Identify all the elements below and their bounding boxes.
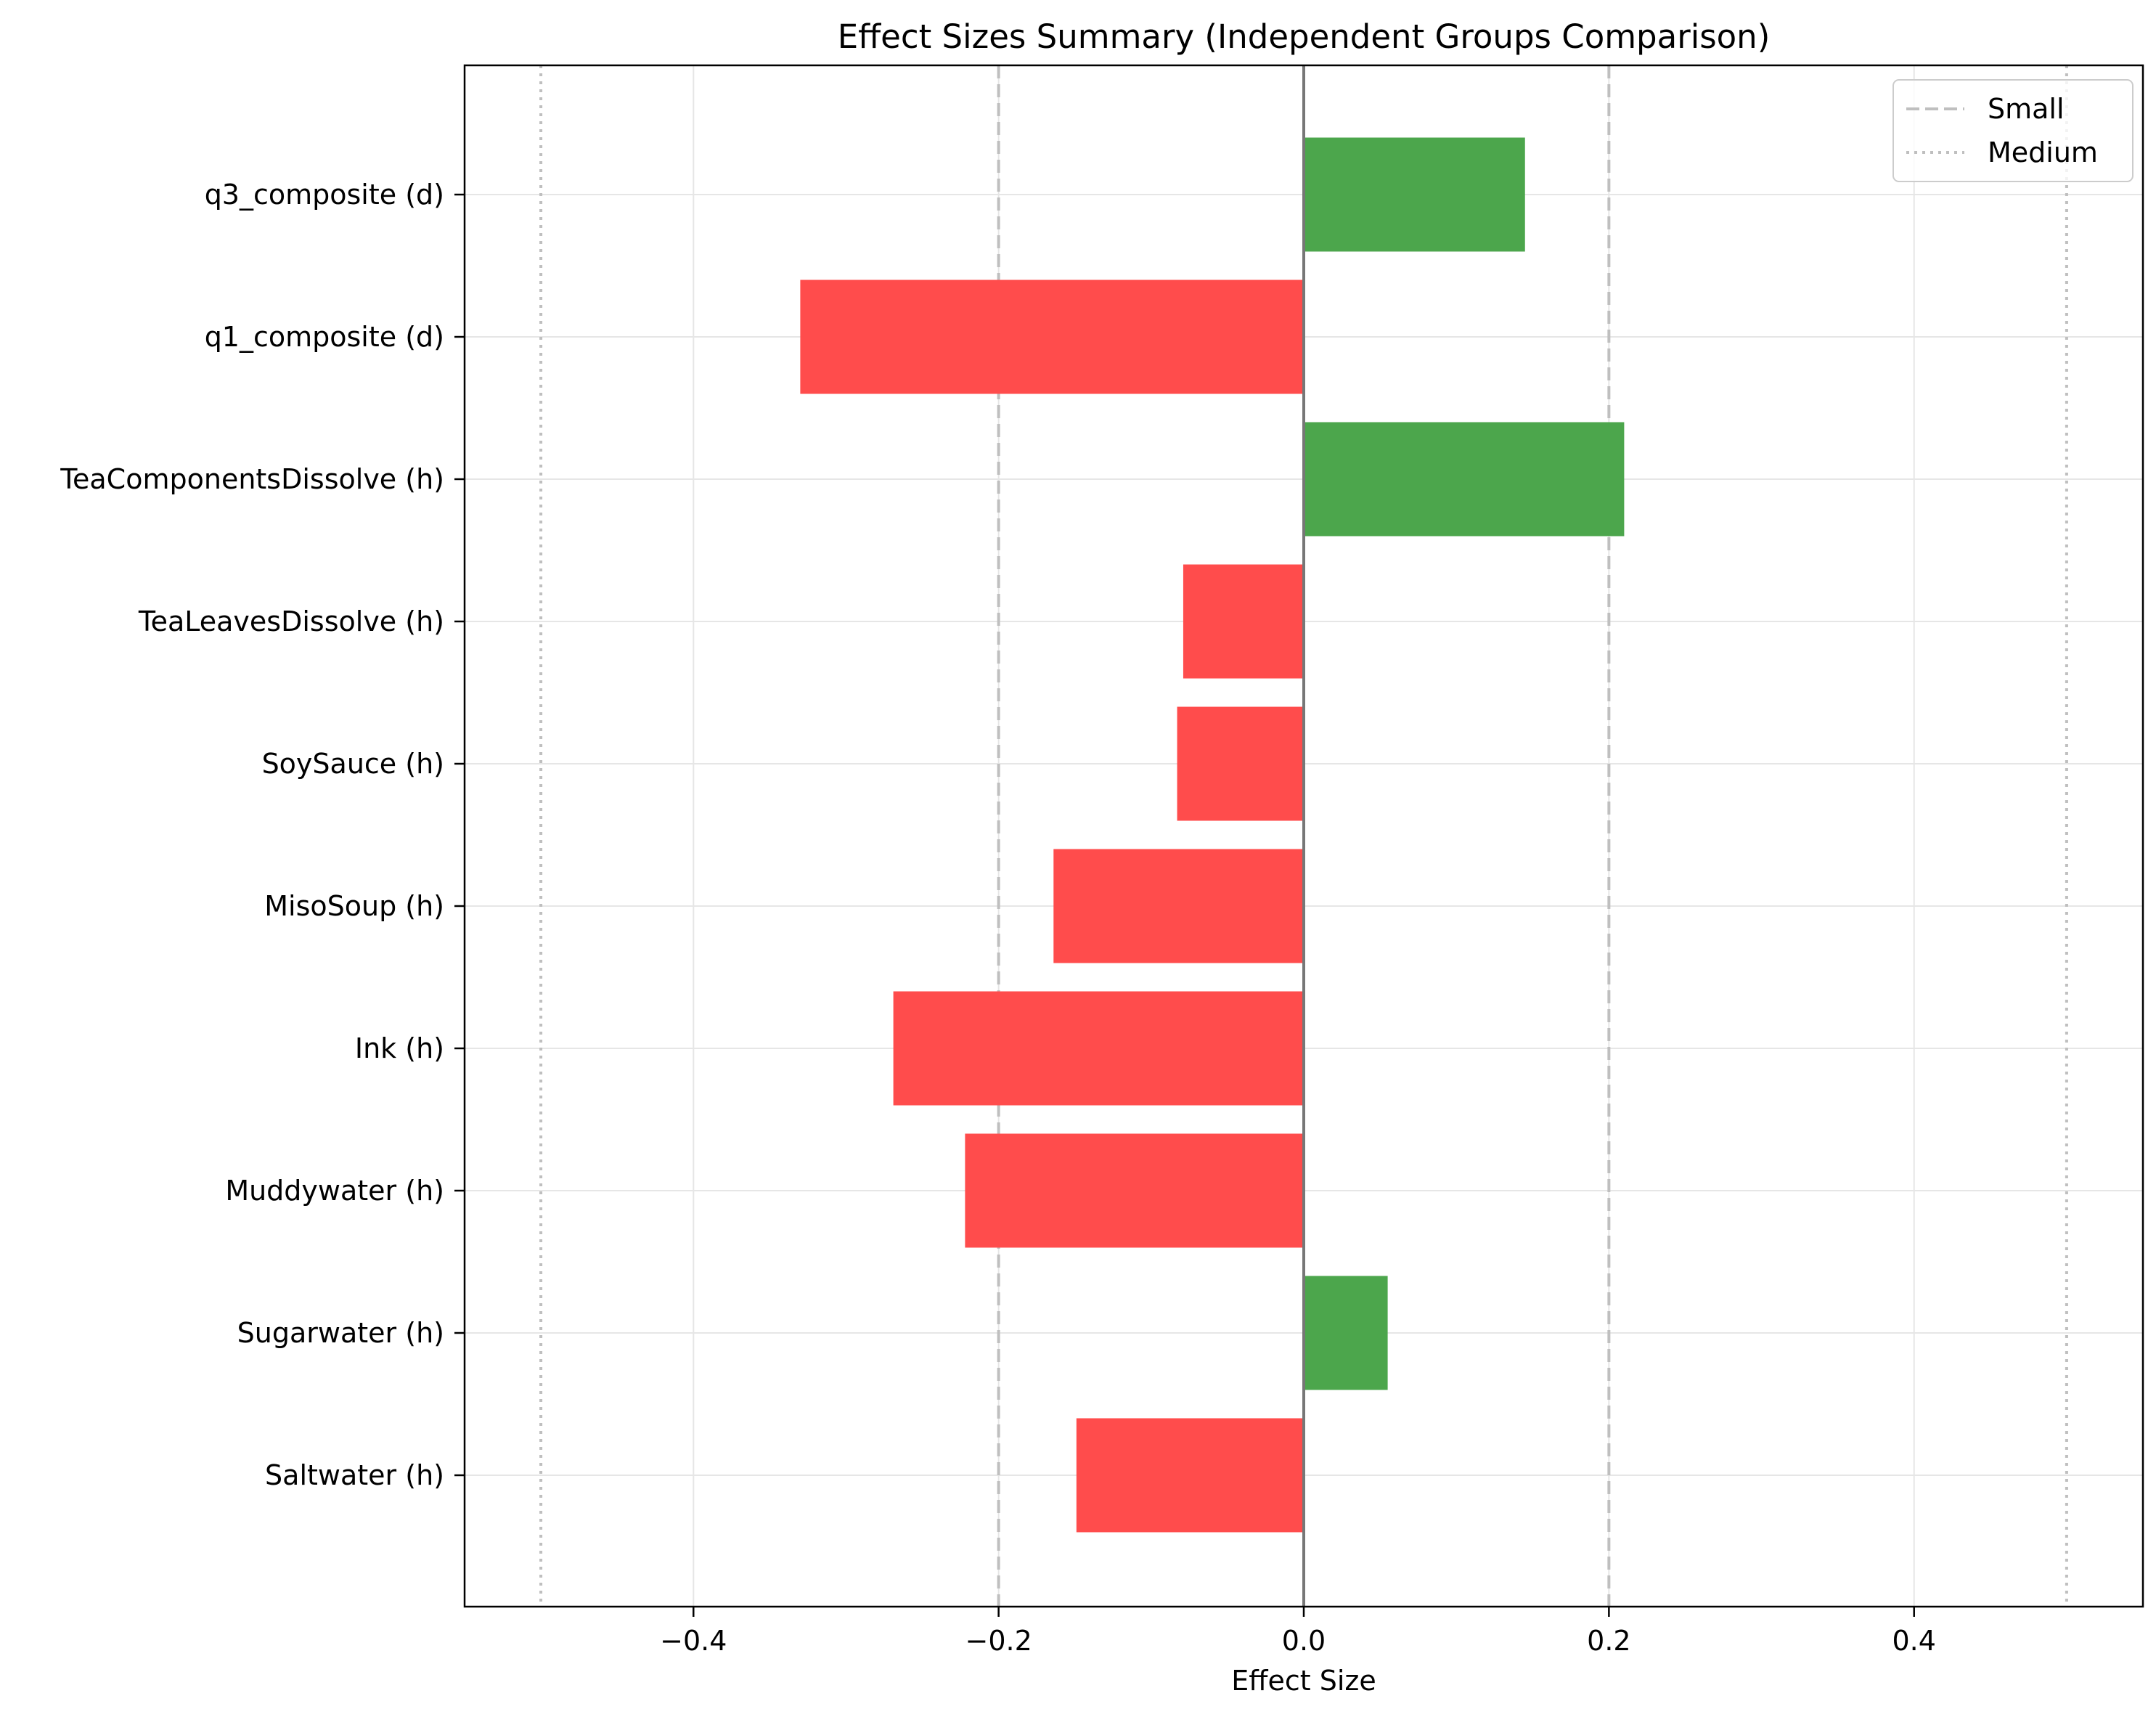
effect-bar [1183, 564, 1304, 679]
category-label: Ink (h) [355, 1032, 444, 1064]
effect-bar [1177, 706, 1304, 821]
effect-bar [965, 1133, 1304, 1248]
category-label: q3_composite (d) [205, 179, 444, 211]
effect-bar [1076, 1418, 1304, 1533]
y-ticks: q3_composite (d) q1_composite (d) TeaCompo… [60, 179, 465, 1491]
category-label: TeaLeavesDissolve (h) [138, 605, 444, 637]
x-ticks: −0.4 −0.2 0.0 0.2 0.4 [660, 1607, 1936, 1657]
effect-bar [1304, 422, 1625, 537]
x-axis-label: Effect Size [1231, 1665, 1376, 1697]
effect-bar [1304, 1276, 1388, 1390]
category-label: Muddywater (h) [225, 1175, 444, 1207]
category-label: q1_composite (d) [205, 321, 444, 353]
x-tick-label: −0.2 [965, 1625, 1032, 1657]
effect-bar [1304, 137, 1525, 252]
category-label: Sugarwater (h) [237, 1317, 444, 1349]
legend-small-label: Small [1988, 93, 2065, 125]
bars [800, 137, 1625, 1533]
category-label: TeaComponentsDissolve (h) [60, 463, 444, 495]
chart-title: Effect Sizes Summary (Independent Groups… [838, 17, 1771, 56]
effect-bar [893, 991, 1304, 1106]
legend-medium-label: Medium [1988, 136, 2098, 168]
effect-bar [800, 280, 1304, 394]
category-label: SoySauce (h) [262, 748, 444, 780]
x-tick-label: 0.4 [1892, 1625, 1936, 1657]
x-tick-label: −0.4 [660, 1625, 727, 1657]
category-label: MisoSoup (h) [264, 890, 444, 922]
legend-box [1892, 79, 2133, 182]
category-label: Saltwater (h) [265, 1459, 444, 1491]
x-tick-label: 0.0 [1282, 1625, 1326, 1657]
effect-bar [1053, 849, 1304, 963]
legend: Small Medium [1892, 79, 2133, 182]
x-tick-label: 0.2 [1587, 1625, 1630, 1657]
